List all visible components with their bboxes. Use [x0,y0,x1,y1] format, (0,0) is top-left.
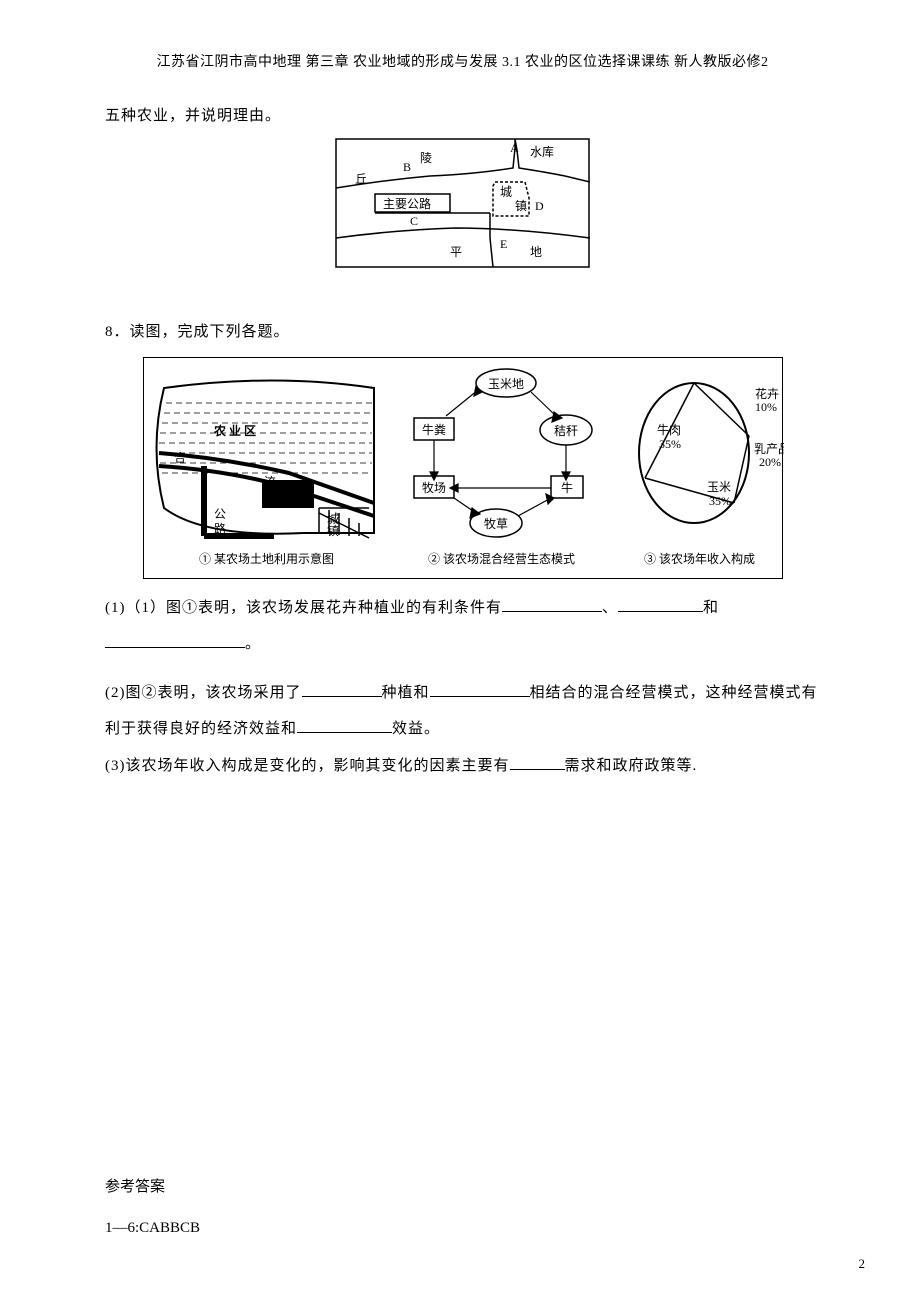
svg-text:牧场: 牧场 [422,481,446,495]
question-8-title: 8．读图，完成下列各题。 [105,318,820,347]
svg-text:玉米: 玉米 [707,480,731,494]
svg-text:镇: 镇 [515,199,527,213]
svg-text:主要公路: 主要公路 [383,196,431,211]
q1-text-d: 。 [245,636,261,652]
figure-2-panels: 农 业 区 合 流 花 卉 种植区 公 路 城 镇 ① 某农场土地利用示意图 玉… [144,358,784,578]
question-1: (1)（1）图①表明，该农场发展花卉种植业的有利条件有 、 和 [105,594,820,623]
svg-text:牧草: 牧草 [484,517,508,531]
q3-text-a: (3)该农场年收入构成是变化的，影响其变化的因素主要有 [105,758,510,774]
q2-text-e: 效益。 [392,721,440,737]
blank [105,633,245,648]
svg-text:③ 该农场年收入构成: ③ 该农场年收入构成 [644,551,755,566]
page-header: 江苏省江阴市高中地理 第三章 农业地域的形成与发展 3.1 农业的区位选择课课练… [105,50,820,77]
svg-text:公: 公 [214,507,226,521]
svg-text:平: 平 [450,245,462,259]
svg-text:陵: 陵 [420,151,432,165]
svg-text:城: 城 [500,185,512,199]
continued-paragraph: 五种农业，并说明理由。 [105,102,820,131]
svg-text:玉米地: 玉米地 [488,377,524,391]
question-2-cont: 利于获得良好的经济效益和 效益。 [105,715,820,744]
svg-text:A: A [510,141,519,155]
svg-text:C: C [410,214,418,228]
blank [302,682,382,697]
svg-text:D: D [535,199,544,213]
question-3: (3)该农场年收入构成是变化的，影响其变化的因素主要有 需求和政府政策等. [105,752,820,781]
svg-text:花 卉: 花 卉 [270,480,297,495]
answers-title: 参考答案 [105,1173,200,1202]
svg-text:镇: 镇 [327,524,339,538]
q1-text-b: 、 [602,600,618,616]
answers-section: 参考答案 1—6:CABBCB [105,1173,200,1242]
svg-text:E: E [500,237,507,251]
svg-text:② 该农场混合经营生态模式: ② 该农场混合经营生态模式 [428,551,575,566]
svg-text:牛粪: 牛粪 [422,422,446,437]
svg-text:① 某农场土地利用示意图: ① 某农场土地利用示意图 [199,551,334,566]
svg-text:秸秆: 秸秆 [554,424,578,438]
question-2: (2)图②表明，该农场采用了 种植和 相结合的混合经营模式，这种经营模式有 [105,679,820,708]
svg-text:牛肉: 牛肉 [657,422,681,437]
q2-text-d: 利于获得良好的经济效益和 [105,721,297,737]
svg-text:水库: 水库 [530,144,554,159]
answers-body: 1—6:CABBCB [105,1214,200,1243]
page-number: 2 [859,1252,866,1277]
q2-text-c: 相结合的混合经营模式，这种经营模式有 [530,685,818,701]
svg-text:35%: 35% [659,437,681,451]
figure-region-map: 丘 陵 B A 水库 主要公路 C 城 镇 D E 平 地 [335,138,590,268]
q1-text-c: 和 [703,600,719,616]
svg-text:农 业 区: 农 业 区 [213,423,256,438]
q2-text-b: 种植和 [382,685,430,701]
svg-text:种植区: 种植区 [266,493,302,508]
svg-text:35%: 35% [709,494,731,508]
q2-text-a: (2)图②表明，该农场采用了 [105,685,302,701]
q3-text-b: 需求和政府政策等. [565,758,698,774]
blank [297,718,392,733]
svg-text:丘: 丘 [355,172,367,186]
blank [502,597,602,612]
q1-text-a: (1)（1）图①表明，该农场发展花卉种植业的有利条件有 [105,600,502,616]
blank [430,682,530,697]
svg-text:地: 地 [530,245,542,259]
question-1-cont: 。 [105,630,820,659]
blank [510,755,565,770]
figure-2-container: 农 业 区 合 流 花 卉 种植区 公 路 城 镇 ① 某农场土地利用示意图 玉… [143,357,783,579]
svg-text:10%: 10% [755,400,777,414]
svg-text:20%: 20% [759,455,781,469]
blank [618,597,703,612]
svg-text:路: 路 [214,521,226,536]
svg-text:牛: 牛 [561,480,573,495]
svg-text:乳产品: 乳产品 [754,442,784,456]
svg-text:合: 合 [174,450,186,465]
svg-text:花卉: 花卉 [755,386,779,401]
svg-text:B: B [403,160,411,174]
